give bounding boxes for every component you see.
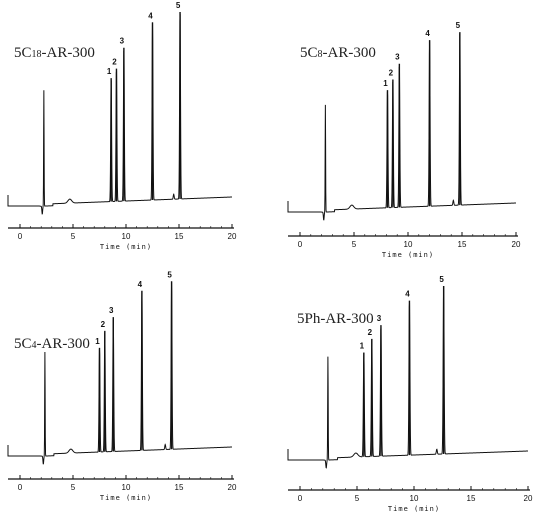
peak-label: 5 <box>167 270 172 279</box>
x-tick-label: 15 <box>467 494 476 503</box>
peak-label: 5 <box>456 21 461 30</box>
panel-title: 5C8-AR-300 <box>300 45 376 61</box>
x-tick-label: 15 <box>175 232 184 241</box>
peak-label: 5 <box>439 275 444 284</box>
panel-title: 5Ph-AR-300 <box>297 311 374 327</box>
peak-label: 3 <box>377 314 382 323</box>
x-tick-label: 5 <box>352 240 357 249</box>
x-tick-label: 10 <box>410 494 419 503</box>
chromatogram-panel-3: 5C4-AR-300 0 5 10 15 20 Time (min) 123 4 5 <box>7 270 237 502</box>
x-axis-title: Time (min) <box>100 243 152 251</box>
chromatogram-trace <box>7 282 233 465</box>
peak-label: 4 <box>148 11 153 20</box>
x-tick-label: 15 <box>175 483 184 492</box>
chromatogram-panel-1: 5C18-AR-300 0 5 10 15 20 Time (min) 12 3 4 5 <box>7 1 237 251</box>
x-tick-label: 0 <box>298 240 303 249</box>
x-tick-label: 0 <box>298 494 303 503</box>
chromatogram-panel-2: 5C8-AR-300 0 5 10 15 20 Time (min) 123 4 5 <box>287 21 521 259</box>
x-tick-label: 20 <box>524 494 533 503</box>
peak-label: 1 <box>107 67 112 76</box>
x-tick-label: 10 <box>122 483 131 492</box>
x-tick-label: 15 <box>458 240 467 249</box>
x-axis-title: Time (min) <box>388 505 440 513</box>
peak-label: 3 <box>109 306 114 315</box>
chromatogram-trace <box>287 286 529 469</box>
x-tick-label: 5 <box>71 232 76 241</box>
chromatogram-panel-4: 5Ph-AR-300 0 5 10 15 20 Time (min) 123 4 5 <box>287 275 533 513</box>
peak-label: 2 <box>389 69 394 78</box>
x-tick-label: 10 <box>404 240 413 249</box>
chromatogram-trace <box>287 33 517 221</box>
x-axis-title: Time (min) <box>100 494 152 502</box>
x-axis-title: Time (min) <box>382 251 434 259</box>
peak-label: 3 <box>120 37 125 46</box>
x-tick-label: 0 <box>18 232 23 241</box>
x-tick-label: 5 <box>355 494 360 503</box>
x-tick-label: 10 <box>122 232 131 241</box>
peak-label: 2 <box>112 58 117 67</box>
peak-label: 4 <box>425 29 430 38</box>
peak-label: 2 <box>368 328 373 337</box>
peak-label: 1 <box>383 79 388 88</box>
peak-label: 1 <box>360 342 365 351</box>
x-tick-label: 0 <box>18 483 23 492</box>
peak-label: 5 <box>176 1 181 10</box>
chromatogram-trace <box>7 14 233 215</box>
peak-label: 2 <box>101 320 106 329</box>
peak-label: 3 <box>395 53 400 62</box>
peak-label: 1 <box>95 337 100 346</box>
x-tick-label: 5 <box>71 483 76 492</box>
panel-title: 5C4-AR-300 <box>14 336 90 352</box>
peak-label: 4 <box>138 280 143 289</box>
panel-title: 5C18-AR-300 <box>14 45 95 61</box>
x-tick-label: 20 <box>228 232 237 241</box>
x-tick-label: 20 <box>228 483 237 492</box>
x-tick-label: 20 <box>512 240 521 249</box>
peak-label: 4 <box>405 290 410 299</box>
